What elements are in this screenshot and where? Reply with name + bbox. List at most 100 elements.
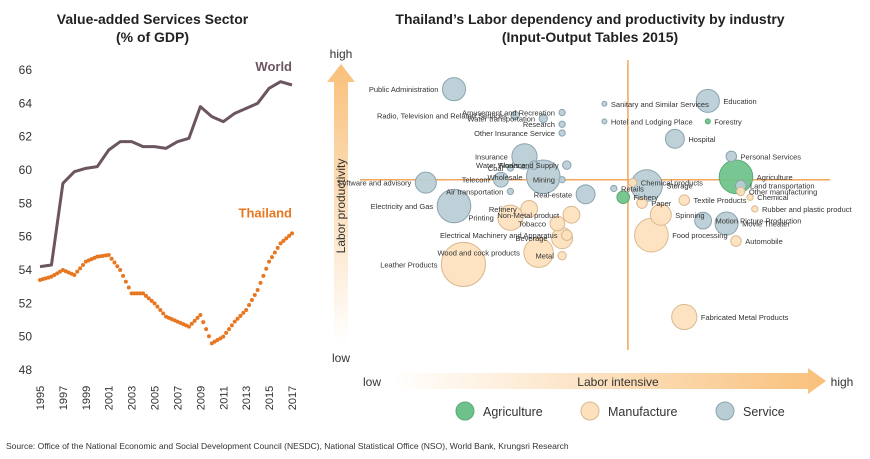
bubble-label-amusement-and-recreation: Amusement and Recreation xyxy=(462,109,555,118)
labor-bubble-chart: high low Labor productivity low high Labor in… xyxy=(327,47,854,421)
series-thailand-dot xyxy=(235,316,240,321)
series-thailand-dot xyxy=(224,330,229,335)
series-thailand-dot xyxy=(201,320,206,325)
series-thailand-dot xyxy=(221,334,226,339)
x-axis-high-label: high xyxy=(831,375,854,389)
bubble-label-motion-picture-production: Motion Picture Production xyxy=(716,217,802,226)
series-thailand-dot xyxy=(284,236,289,241)
series-thailand-dot xyxy=(146,296,151,301)
series-thailand-dot xyxy=(126,285,131,290)
bubble-label-water-works-and-supply: Water Works and Supply xyxy=(476,161,559,170)
bubble-amusement-and-recreation xyxy=(558,108,566,117)
bubble-label-software-and-advisory: Software and advisory xyxy=(337,179,411,188)
series-label-thailand: Thailand xyxy=(239,205,293,220)
series-thailand-dot xyxy=(258,280,263,285)
series-world-line xyxy=(39,80,293,269)
y-tick-label: 66 xyxy=(19,63,33,77)
series-thailand-dot xyxy=(132,291,137,296)
source-note: Source: Office of the National Economic … xyxy=(6,441,569,451)
series-thailand-dot xyxy=(252,293,257,297)
bubble-finance xyxy=(529,160,539,170)
bubble-label-finance: Finance xyxy=(499,161,526,170)
bubble-label-refinery: Refinery xyxy=(489,205,517,214)
bubble-motion-picture-production xyxy=(694,211,712,230)
bubble-label-radio-television-and-related-services: Radio, Television and Related Services xyxy=(377,111,507,120)
x-tick-label: 2017 xyxy=(287,386,299,410)
bubble-label-paper: Paper xyxy=(651,199,672,208)
series-thailand-dot xyxy=(155,304,160,309)
series-thailand-dot xyxy=(290,231,294,236)
series-thailand-dot xyxy=(269,255,274,260)
series-thailand-dot xyxy=(281,238,286,243)
x-axis-label: Labor intensive xyxy=(577,375,659,389)
bubble-electricity-and-gas xyxy=(436,188,472,224)
series-thailand-dot xyxy=(229,323,234,328)
x-tick-label: 2003 xyxy=(127,386,139,410)
bubble-leather-products xyxy=(440,241,486,287)
y-tick-label: 48 xyxy=(19,363,33,377)
bubble-automobile xyxy=(730,235,742,247)
y-axis-high-label: high xyxy=(330,47,353,61)
bubble-label-agriculture: Agriculture xyxy=(757,173,793,182)
bubble-label-other-insurance-service: Other Insurance Service xyxy=(474,129,555,138)
bubble-textile-products xyxy=(678,194,691,206)
bubble-label-non-metal-product: Non-Metal product xyxy=(497,211,560,220)
legend-swatch-agriculture xyxy=(455,401,475,421)
legend-label-agriculture: Agriculture xyxy=(483,405,543,419)
bubble-refinery xyxy=(520,200,539,218)
bubble-label-education: Education xyxy=(723,97,756,106)
series-thailand-dot xyxy=(232,319,237,324)
series-thailand-dot xyxy=(255,288,260,292)
series-thailand-dot xyxy=(272,250,277,255)
series-thailand-dot xyxy=(267,259,272,264)
bubble-mining xyxy=(558,176,566,184)
bubble-label-insurance: Insurance xyxy=(475,152,508,161)
series-thailand-dot xyxy=(109,256,114,261)
services-share-line-chart: 48 50 52 54 56 58 60 62 64 66 1995 1997 1999 2001 2003… xyxy=(19,59,299,410)
bubble-label-real-estate: Real-estate xyxy=(534,190,572,199)
bubble-label-personal-services: Personal Services xyxy=(741,152,802,161)
series-thailand-dot xyxy=(278,241,283,246)
x-tick-label: 1999 xyxy=(81,386,93,410)
series-thailand-dot xyxy=(129,291,134,296)
series-thailand-dot xyxy=(189,321,194,326)
bubble-label-wood-and-cock-products: Wood and cock products xyxy=(437,249,520,258)
y-tick-label: 58 xyxy=(19,196,33,210)
bubble-label-retails: Retails xyxy=(621,184,644,193)
bubble-label-sanitary-and-similar-services: Sanitary and Similar Services xyxy=(611,100,709,109)
bubble-education xyxy=(695,88,720,113)
y-tick-label: 50 xyxy=(19,330,33,344)
bubble-hospital xyxy=(664,128,685,149)
bubble-label-leather-products: Leather Products xyxy=(380,260,437,269)
bubble-label-coal: Coal xyxy=(488,164,504,173)
series-thailand-dot xyxy=(206,334,211,339)
bubble-label-fabricated-metal-products: Fabricated Metal Products xyxy=(701,313,789,322)
series-thailand-dot xyxy=(158,308,163,312)
bubble-fabricated-metal-products xyxy=(671,303,698,331)
bubble-other-manufacturing xyxy=(736,186,746,197)
right-chart-subtitle: (Input-Output Tables 2015) xyxy=(501,29,679,45)
bubble-telecom xyxy=(493,171,509,188)
bubble-label-tobacco: Tobacco xyxy=(518,220,546,229)
bubble-software-and-advisory xyxy=(414,171,437,194)
series-thailand-dot xyxy=(152,301,157,306)
series-thailand-dot xyxy=(115,264,120,269)
x-tick-label: 2007 xyxy=(172,386,184,410)
series-thailand-dot xyxy=(123,279,128,284)
bubble-water-transportation xyxy=(538,113,548,124)
series-thailand-dot xyxy=(141,291,146,296)
bubble-label-hospital: Hospital xyxy=(688,135,715,144)
series-thailand-dot xyxy=(106,253,111,257)
bubble-chemical xyxy=(746,193,754,201)
bubble-coal xyxy=(506,164,515,172)
bubble-label-forestry: Forestry xyxy=(714,117,742,126)
bubble-hotel-and-lodging-place xyxy=(601,118,608,125)
bubble-label-fishery: Fishery xyxy=(634,193,659,202)
bubble-real-estate xyxy=(575,184,596,205)
bubble-label-mining: Mining xyxy=(533,176,555,185)
bubble-research xyxy=(558,120,566,128)
bubble-printing xyxy=(497,204,524,231)
bubble-label-air-transportation: Air transportation xyxy=(446,187,503,196)
series-thailand-dot xyxy=(143,293,148,298)
series-thailand-dot xyxy=(195,315,200,320)
